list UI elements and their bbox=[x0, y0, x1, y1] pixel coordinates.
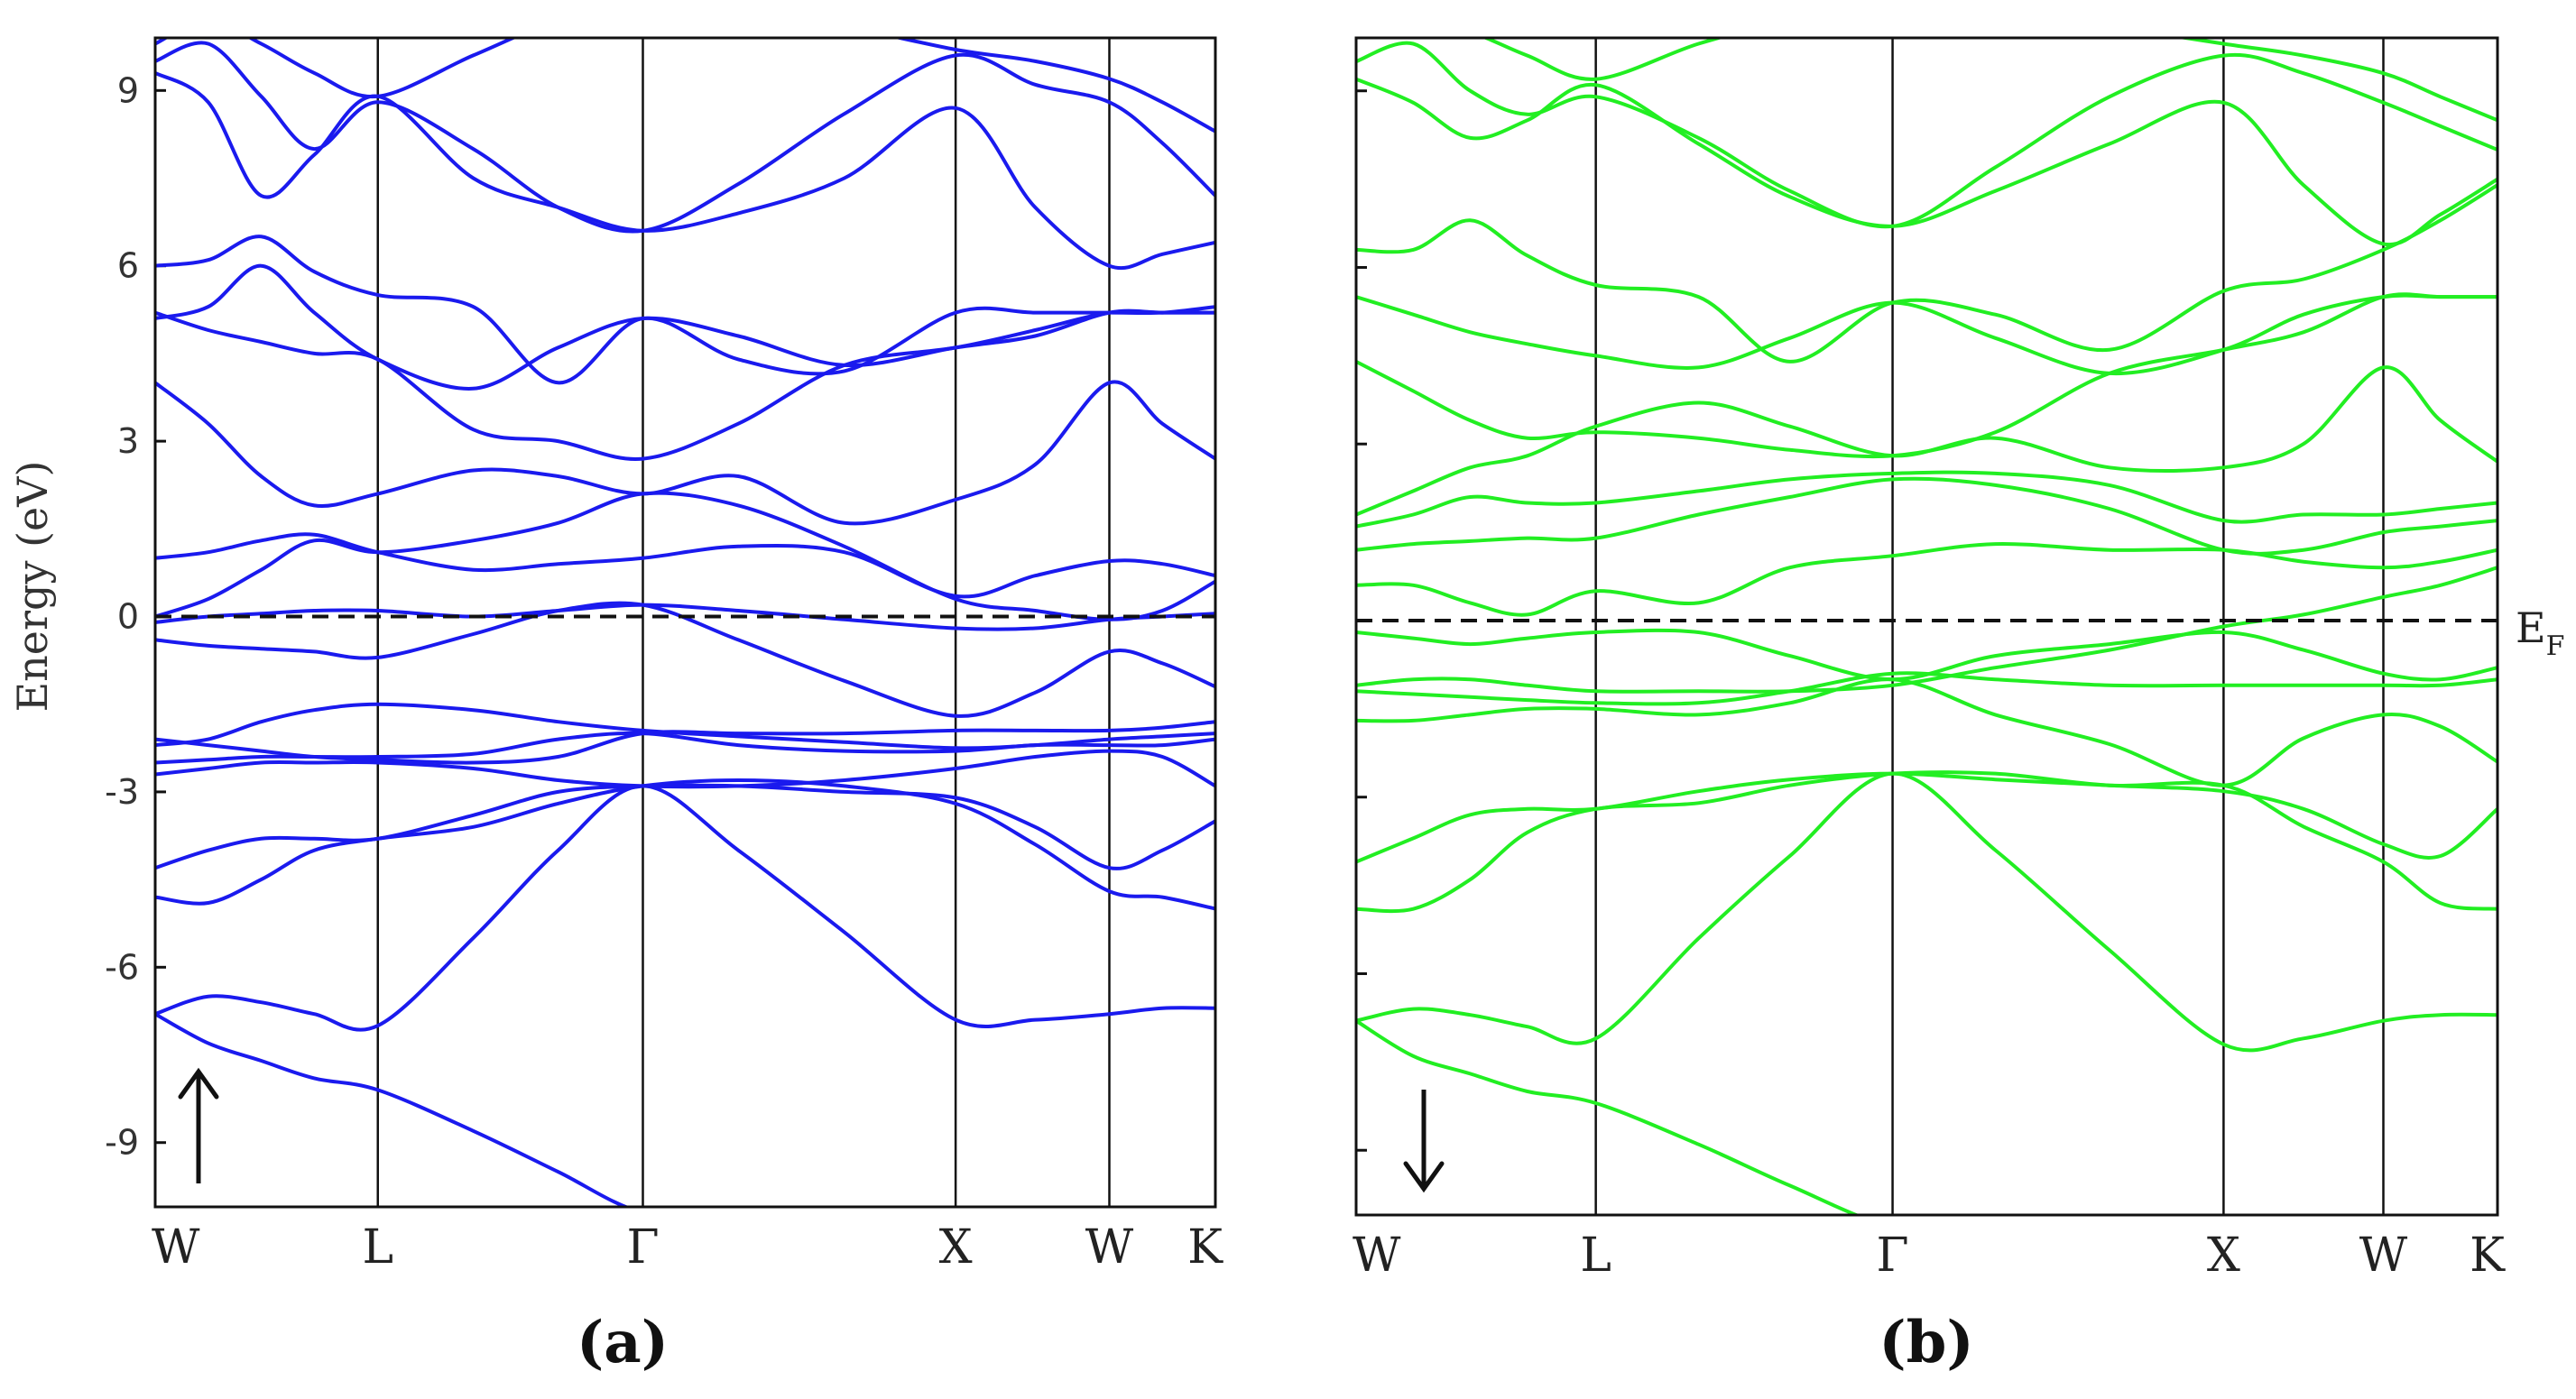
panel-a-ytick-label: -3 bbox=[105, 772, 139, 812]
panel-b-band-11 bbox=[1356, 470, 2498, 529]
panel-a-band-9 bbox=[155, 601, 1215, 718]
panel-a-band-13 bbox=[155, 380, 1215, 526]
panel-b-band-12 bbox=[1356, 365, 2498, 517]
panel-a-band-15 bbox=[155, 263, 1215, 391]
panel-b-kpoint-label: X bbox=[2207, 1229, 2240, 1283]
panel-b-label: (b) bbox=[1879, 1309, 1973, 1376]
fermi-level-subscript: F bbox=[2546, 630, 2565, 662]
panel-a-band-16 bbox=[155, 235, 1215, 385]
panel-a-label: (a) bbox=[577, 1309, 669, 1376]
panel-b-band-10 bbox=[1356, 476, 2498, 556]
panel-b-band-8 bbox=[1356, 628, 2498, 682]
panel-a-band-8 bbox=[155, 720, 1215, 765]
panel-b-band-16 bbox=[1356, 77, 2498, 247]
panel-b-band-15 bbox=[1356, 183, 2498, 364]
panel-b-band-6 bbox=[1356, 671, 2498, 706]
panel-a-ytick-label: 9 bbox=[117, 70, 139, 110]
panel-b-band-18 bbox=[1356, 38, 2498, 123]
panel-a-band-14 bbox=[155, 309, 1215, 461]
panel-a-ytick-label: 0 bbox=[117, 597, 139, 637]
panel-b-kpoint-label: W bbox=[2359, 1229, 2408, 1283]
panel-a-kpoint-label: Γ bbox=[626, 1220, 659, 1275]
panel-a-ytick-label: -6 bbox=[105, 947, 139, 987]
panel-b-band-3 bbox=[1356, 770, 2498, 914]
panel-a-kpoint-label: X bbox=[939, 1220, 973, 1275]
panel-a-band-19 bbox=[155, 38, 1215, 133]
panel-b-band-7 bbox=[1356, 566, 2498, 694]
panel-a-band-1 bbox=[155, 1012, 631, 1207]
panel-a-band-3 bbox=[155, 778, 1215, 911]
spin-down-arrowhead-icon bbox=[1403, 1161, 1445, 1193]
panel-a-band-17 bbox=[155, 71, 1215, 271]
panel-b-band-2 bbox=[1356, 771, 2498, 1053]
panel-b-frame bbox=[1354, 36, 2499, 1217]
panel-b-kpoint-label: W bbox=[1353, 1229, 1401, 1283]
panel-b-band-4 bbox=[1356, 771, 2498, 864]
panel-b-band-13 bbox=[1356, 292, 2498, 459]
panel-a-ytick-label: -9 bbox=[105, 1123, 139, 1163]
panel-a-kpoint-label: L bbox=[362, 1220, 393, 1275]
panel-a-band-11 bbox=[155, 491, 1215, 621]
panel-b-band-17 bbox=[1356, 41, 2498, 229]
panel-a-band-12 bbox=[155, 532, 1215, 599]
panel-a-ytick-label: 3 bbox=[117, 421, 139, 461]
panel-b-bands bbox=[1356, 38, 2498, 1215]
panel-a-bands bbox=[155, 38, 1215, 1207]
panel-b-kpoint-label: K bbox=[2470, 1229, 2506, 1283]
panel-a-kpoint-label: W bbox=[1085, 1220, 1134, 1275]
panel-a-kpoint-label: K bbox=[1187, 1220, 1223, 1275]
spin-up-arrowhead-icon bbox=[178, 1067, 219, 1100]
panel-a-frame bbox=[153, 36, 1217, 1209]
panel-b-band-5 bbox=[1356, 677, 2498, 787]
panel-a-band-2 bbox=[155, 784, 1215, 1032]
panel-a-band-7 bbox=[155, 702, 1215, 750]
fermi-level-label: EF bbox=[2516, 603, 2564, 662]
panel-a-band-10 bbox=[155, 603, 1215, 631]
panel-b-band-14 bbox=[1356, 293, 2498, 376]
panel-b-spin-down: W L Γ X W K (b) EF bbox=[1353, 36, 2564, 1376]
panel-b-kpoint-label: L bbox=[1580, 1229, 1611, 1283]
panel-b-kpoint-label: Γ bbox=[1877, 1229, 1909, 1283]
panel-a-band-5 bbox=[155, 749, 1215, 789]
panel-a-ytick-label: 6 bbox=[117, 246, 139, 286]
panel-a-band-18 bbox=[155, 41, 1215, 234]
panel-b-band-9 bbox=[1356, 541, 2498, 617]
panel-a-kpoint-label: W bbox=[152, 1220, 200, 1275]
y-axis-title: Energy (eV) bbox=[8, 461, 57, 713]
panel-b-band-1 bbox=[1356, 1018, 1861, 1215]
